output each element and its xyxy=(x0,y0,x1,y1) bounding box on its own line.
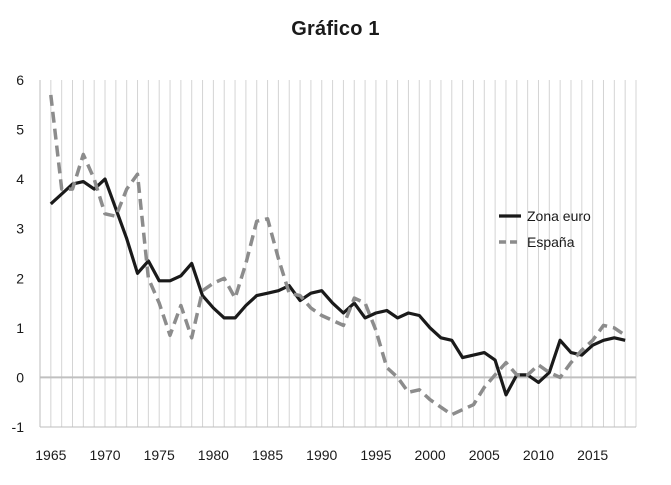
x-tick-label: 2010 xyxy=(523,447,554,463)
y-tick-label: 1 xyxy=(16,320,24,336)
x-axis: 1965 1970 1975 1980 1985 1990 1995 2000 2005 2010… xyxy=(35,426,636,463)
x-tick-label: 1975 xyxy=(144,447,175,463)
series-line-espana xyxy=(49,94,627,417)
grid xyxy=(39,80,637,427)
legend-label: España xyxy=(527,234,575,250)
x-tick-label: 2000 xyxy=(415,447,446,463)
x-tick-label: 2015 xyxy=(577,447,608,463)
y-tick-label: 6 xyxy=(16,72,24,88)
x-tick-label: 1980 xyxy=(198,447,229,463)
y-tick-label: 4 xyxy=(16,171,24,187)
y-tick-label: 5 xyxy=(16,122,24,138)
x-tick-label: 1970 xyxy=(89,447,120,463)
x-tick-label: 1990 xyxy=(306,447,337,463)
x-tick-label: 2005 xyxy=(469,447,500,463)
x-tick-label: 1965 xyxy=(35,447,66,463)
y-tick-label: 2 xyxy=(16,270,24,286)
x-tick-label: 1985 xyxy=(252,447,283,463)
y-tick-label: 3 xyxy=(16,221,24,237)
y-tick-label: 0 xyxy=(16,369,24,385)
series-line-zona-euro xyxy=(49,177,626,397)
x-tick-label: 1995 xyxy=(360,447,391,463)
y-tick-label: -1 xyxy=(12,419,25,435)
legend-label: Zona euro xyxy=(527,208,591,224)
series-lines xyxy=(49,94,627,417)
chart-title: Gráfico 1 xyxy=(291,18,380,40)
y-axis: -1 0 1 2 3 4 5 6 xyxy=(12,72,41,435)
legend: Zona euro España xyxy=(499,208,591,250)
